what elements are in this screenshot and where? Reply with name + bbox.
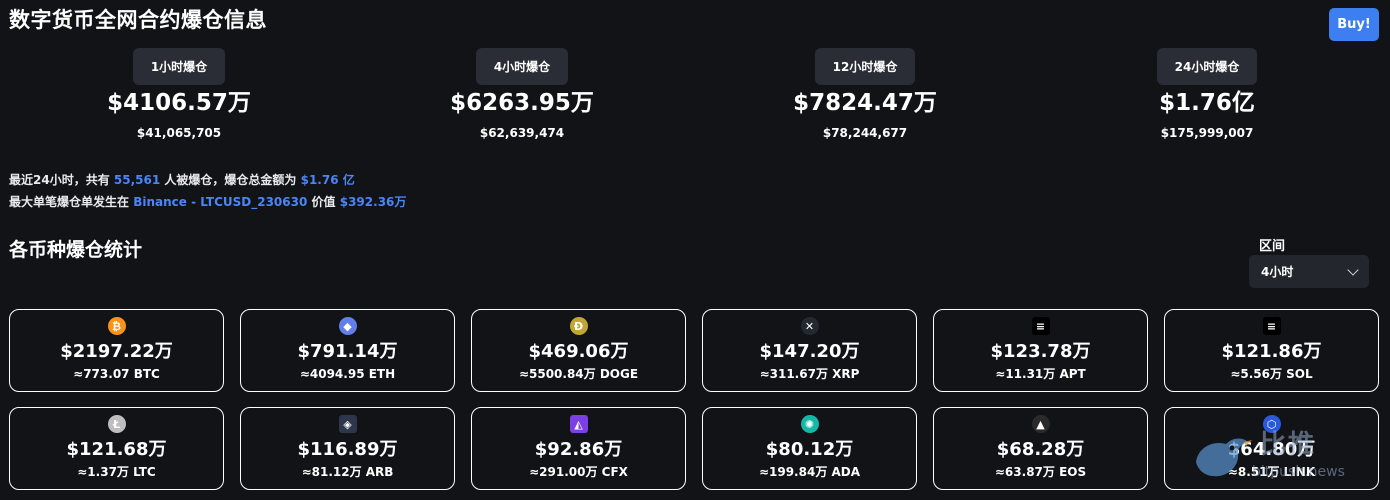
coin-amount: $469.06万 — [528, 341, 629, 362]
xrp-icon: ✕ — [800, 317, 819, 335]
range-value: 4小时 — [1261, 265, 1294, 279]
summary-exact: $175,999,007 — [1160, 126, 1254, 140]
chevron-down-icon — [1347, 263, 1359, 276]
coin-amount: $80.12万 — [765, 439, 854, 460]
period-pill-24h[interactable]: 24小时爆仓 — [1156, 48, 1258, 85]
summary-exact: $78,244,677 — [822, 126, 908, 140]
largest-order-link[interactable]: Binance - LTCUSD_230630 — [133, 195, 308, 209]
period-pill-1h[interactable]: 1小时爆仓 — [132, 48, 226, 85]
coin-card[interactable]: ✺ $80.12万 ≈199.84万 ADA — [702, 407, 917, 490]
coin-amount: $64.80万 — [1227, 439, 1316, 460]
coin-card[interactable]: ₿ $2197.22万 ≈773.07 BTC — [9, 309, 224, 392]
bitcoin-icon: ₿ — [107, 317, 126, 335]
info-line-largest: 最大单笔爆仓单发生在 Binance - LTCUSD_230630 价值 $3… — [9, 193, 406, 210]
coin-card[interactable]: ≡ $121.86万 ≈5.56万 SOL — [1164, 309, 1379, 392]
summary-1h: 1小时爆仓 $4106.57万 $41,065,705 — [49, 48, 309, 140]
coin-amount: $92.86万 — [534, 439, 623, 460]
coin-quantity: ≈199.84万 ADA — [758, 465, 861, 479]
coin-quantity: ≈8.51万 LINK — [1227, 465, 1316, 479]
coin-card[interactable]: ◆ $791.14万 ≈4094.95 ETH — [240, 309, 455, 392]
period-pill-12h[interactable]: 12小时爆仓 — [814, 48, 916, 85]
coin-card[interactable]: ✕ $147.20万 ≈311.67万 XRP — [702, 309, 917, 392]
coin-amount: $791.14万 — [297, 341, 398, 362]
liquidated-total: $1.76 亿 — [300, 173, 355, 187]
coin-quantity: ≈63.87万 EOS — [994, 465, 1087, 479]
coin-quantity: ≈311.67万 XRP — [759, 367, 860, 381]
coin-card[interactable]: Ð $469.06万 ≈5500.84万 DOGE — [471, 309, 686, 392]
summary-amount: $6263.95万 — [450, 90, 594, 116]
liquidated-count: 55,561 — [113, 173, 161, 187]
section-title: 各币种爆仓统计 — [9, 239, 143, 261]
coin-card[interactable]: ▲ $68.28万 ≈63.87万 EOS — [933, 407, 1148, 490]
summary-4h: 4小时爆仓 $6263.95万 $62,639,474 — [392, 48, 652, 140]
coin-amount: $2197.22万 — [60, 341, 173, 362]
eos-icon: ▲ — [1031, 415, 1050, 433]
info-text: 最近24小时，共有 — [9, 173, 110, 187]
ethereum-icon: ◆ — [338, 317, 357, 335]
coin-quantity: ≈1.37万 LTC — [77, 465, 156, 479]
coin-amount: $116.89万 — [297, 439, 398, 460]
summary-amount: $7824.47万 — [793, 90, 937, 116]
coin-card[interactable]: ≡ $123.78万 ≈11.31万 APT — [933, 309, 1148, 392]
coin-quantity: ≈4094.95 ETH — [299, 367, 396, 381]
aptos-icon: ≡ — [1031, 317, 1050, 335]
dogecoin-icon: Ð — [569, 317, 588, 335]
summary-exact: $41,065,705 — [136, 126, 222, 140]
arbitrum-icon: ◈ — [338, 415, 357, 433]
page-title: 数字货币全网合约爆仓信息 — [9, 8, 267, 32]
summary-exact: $62,639,474 — [479, 126, 565, 140]
coin-amount: $121.86万 — [1221, 341, 1322, 362]
chainlink-icon: ⬡ — [1262, 415, 1281, 433]
info-text: 人被爆仓，爆仓总金额为 — [164, 173, 297, 187]
coin-card[interactable]: ◈ $116.89万 ≈81.12万 ARB — [240, 407, 455, 490]
conflux-icon: ◭ — [569, 415, 588, 433]
info-text: 最大单笔爆仓单发生在 — [9, 195, 130, 209]
coin-quantity: ≈773.07 BTC — [73, 367, 160, 381]
cardano-icon: ✺ — [800, 415, 819, 433]
coin-amount: $147.20万 — [759, 341, 860, 362]
buy-button[interactable]: Buy! — [1329, 8, 1379, 41]
coin-card[interactable]: ⬡ $64.80万 ≈8.51万 LINK — [1164, 407, 1379, 490]
coin-amount: $68.28万 — [996, 439, 1085, 460]
coin-quantity: ≈81.12万 ARB — [301, 465, 394, 479]
litecoin-icon: Ł — [107, 415, 126, 433]
coin-quantity: ≈291.00万 CFX — [529, 465, 628, 479]
largest-order-value: $392.36万 — [339, 195, 407, 209]
summary-24h: 24小时爆仓 $1.76亿 $175,999,007 — [1077, 48, 1337, 140]
coin-amount: $121.68万 — [66, 439, 167, 460]
coin-card[interactable]: ◭ $92.86万 ≈291.00万 CFX — [471, 407, 686, 490]
coin-quantity: ≈5500.84万 DOGE — [518, 367, 639, 381]
coin-quantity: ≈11.31万 APT — [995, 367, 1086, 381]
summary-amount: $1.76亿 — [1159, 90, 1255, 116]
coin-quantity: ≈5.56万 SOL — [1230, 367, 1313, 381]
info-line-total: 最近24小时，共有 55,561 人被爆仓，爆仓总金额为 $1.76 亿 — [9, 171, 355, 188]
summary-12h: 12小时爆仓 $7824.47万 $78,244,677 — [735, 48, 995, 140]
solana-icon: ≡ — [1262, 317, 1281, 335]
coin-card[interactable]: Ł $121.68万 ≈1.37万 LTC — [9, 407, 224, 490]
coin-amount: $123.78万 — [990, 341, 1091, 362]
period-pill-4h[interactable]: 4小时爆仓 — [475, 48, 569, 85]
range-select[interactable]: 4小时 — [1249, 255, 1369, 288]
summary-amount: $4106.57万 — [107, 90, 251, 116]
range-label: 区间 — [1259, 239, 1286, 254]
info-text: 价值 — [311, 195, 336, 209]
